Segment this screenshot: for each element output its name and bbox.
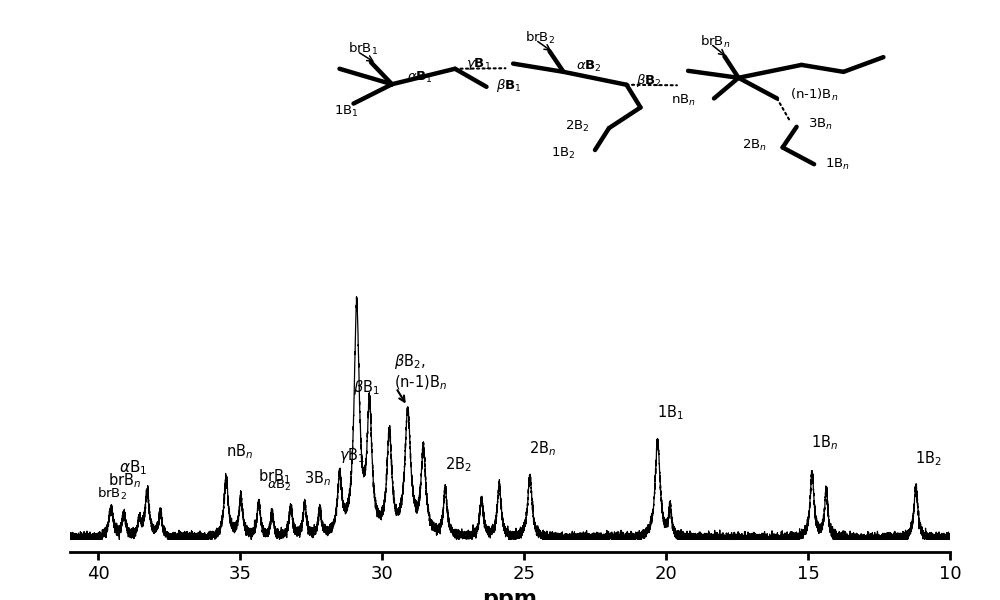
Text: $\alpha$B$_2$: $\alpha$B$_2$ [576, 59, 602, 74]
Text: 3B$_n$: 3B$_n$ [808, 116, 833, 132]
Text: 1B$_2$: 1B$_2$ [915, 449, 942, 467]
Text: $\beta$B$_2$,
(n-1)B$_n$: $\beta$B$_2$, (n-1)B$_n$ [394, 352, 447, 392]
Text: $\gamma$B$_1$: $\gamma$B$_1$ [339, 446, 365, 466]
Text: brB$_1$: brB$_1$ [348, 41, 378, 58]
Text: 1B$_2$: 1B$_2$ [551, 146, 575, 161]
Text: 2B$_n$: 2B$_n$ [742, 139, 767, 154]
Text: 3B$_n$: 3B$_n$ [304, 469, 331, 488]
Text: brB$_n$: brB$_n$ [700, 34, 731, 50]
Text: $\alpha$B$_1$: $\alpha$B$_1$ [119, 458, 147, 477]
Text: $\beta$B$_1$: $\beta$B$_1$ [496, 77, 522, 94]
Text: 2B$_n$: 2B$_n$ [529, 440, 557, 458]
Text: $\gamma$B$_1$: $\gamma$B$_1$ [466, 56, 491, 72]
X-axis label: ppm: ppm [482, 589, 538, 600]
Text: brB$_n$: brB$_n$ [108, 472, 142, 490]
Text: brB$_2$: brB$_2$ [97, 486, 127, 502]
Text: 2B$_2$: 2B$_2$ [565, 119, 589, 134]
Text: 2B$_2$: 2B$_2$ [445, 456, 472, 475]
Text: 1B$_1$: 1B$_1$ [657, 403, 684, 422]
Text: 1B$_n$: 1B$_n$ [811, 433, 839, 452]
Text: $\alpha$B$_2$: $\alpha$B$_2$ [267, 478, 292, 493]
Text: brB$_1$: brB$_1$ [258, 467, 291, 486]
Text: $\alpha$B$_1$: $\alpha$B$_1$ [407, 70, 433, 85]
Text: nB$_n$: nB$_n$ [671, 92, 696, 107]
Text: $\beta$B$_2$: $\beta$B$_2$ [636, 71, 662, 89]
Text: brB$_2$: brB$_2$ [525, 30, 555, 46]
Text: 1B$_1$: 1B$_1$ [334, 104, 359, 119]
Text: nB$_n$: nB$_n$ [226, 442, 253, 461]
Text: 1B$_n$: 1B$_n$ [825, 157, 850, 172]
Text: $\beta$B$_1$: $\beta$B$_1$ [353, 378, 380, 397]
Text: (n-1)B$_n$: (n-1)B$_n$ [790, 87, 838, 103]
